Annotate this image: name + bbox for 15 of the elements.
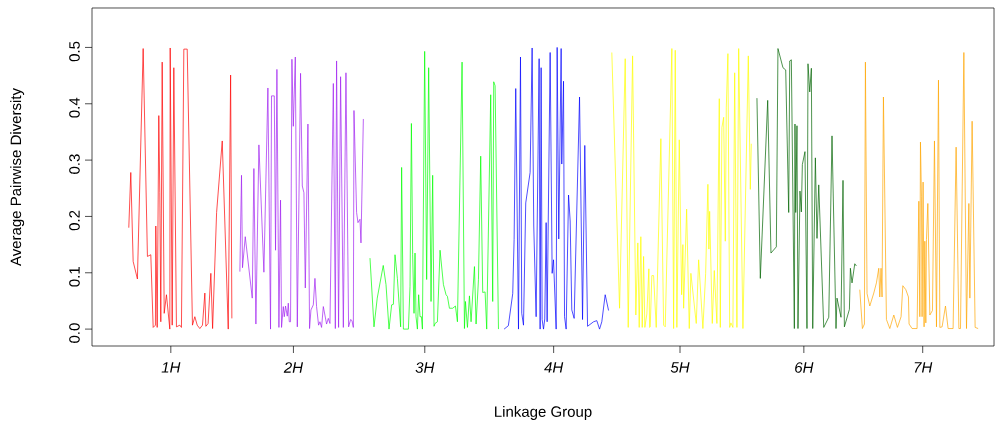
x-tick-label: 2H [283,362,304,373]
y-tick-label: 0.4 [69,97,80,118]
y-tick-label: 0.1 [69,267,80,287]
x-tick-label: 6H [795,362,814,373]
x-tick-label: 3H [415,362,435,373]
x-axis-title: Linkage Group [495,405,592,420]
x-tick-label: 7H [914,362,933,373]
y-tick-label: 0.3 [69,154,80,174]
x-tick-label: 4H [544,362,564,373]
y-tick-label: 0.0 [69,323,80,343]
x-tick-label: 1H [161,362,181,373]
y-axis-title: Average Pairwise Diversity [10,88,25,267]
y-tick-label: 0.2 [69,210,80,231]
x-tick-label: 5H [670,362,690,373]
y-tick-label: 0.5 [69,41,80,62]
